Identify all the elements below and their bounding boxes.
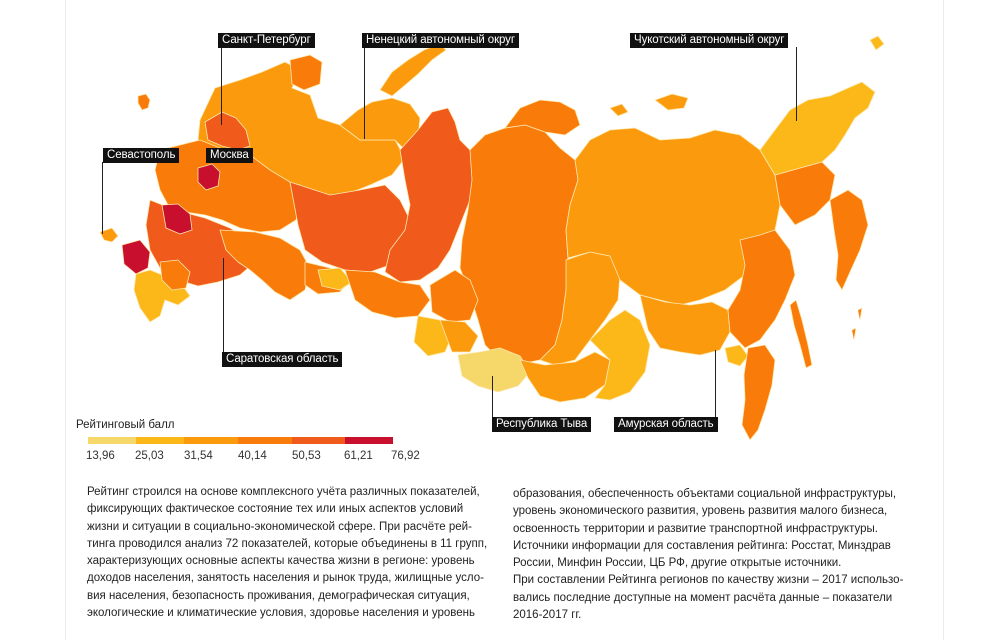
region-zabaikal: [589, 309, 651, 401]
callout-sevastopol: Севастополь: [103, 148, 180, 163]
legend-color-bar: [88, 437, 393, 444]
description-column-left: Рейтинг строился на основе комплексного …: [87, 484, 507, 622]
callout-amur: Амурская область: [614, 417, 718, 432]
text-line: характеризующих основные аспекты качеств…: [87, 555, 475, 568]
leader-line-saratov: [223, 258, 224, 353]
region-crimea: [99, 227, 119, 243]
legend-tick: 13,96: [86, 450, 115, 462]
region-arctic-island-2: [609, 103, 629, 117]
region-jewish-ao: [724, 344, 749, 367]
text-line: При составлении Рейтинга регионов по кач…: [513, 574, 904, 587]
text-line: России, Минфин России, ЦБ РФ, другие отк…: [513, 557, 842, 570]
region-wrangel: [869, 35, 885, 51]
legend-swatch-4: [238, 437, 292, 444]
leader-line-sevastopol: [102, 162, 103, 234]
text-line: тинга проводился анализ 72 показателей, …: [87, 537, 488, 550]
russia-choropleth-map: [99, 35, 885, 440]
text-line: фиксирующих фактическое состояние тех ил…: [87, 503, 464, 516]
text-line: жизни и ситуации в социально-экономическ…: [87, 520, 472, 533]
legend-swatch-3: [184, 437, 238, 444]
region-moscow: [197, 163, 221, 191]
region-volga: [219, 229, 311, 301]
legend-swatch-6: [345, 437, 393, 444]
region-nenets: [339, 97, 421, 151]
region-taimyr: [504, 99, 581, 136]
legend-tick: 40,14: [238, 450, 267, 462]
text-line: доходов населения, занятость населения и…: [87, 572, 484, 585]
text-line: экологические и климатические условия, з…: [87, 607, 475, 620]
region-sakhalin: [789, 299, 813, 369]
region-novaya-zemlya: [379, 43, 447, 97]
region-tomsk: [429, 269, 479, 323]
legend-tick: 31,54: [184, 450, 213, 462]
region-altai: [439, 319, 479, 353]
callout-nenets: Ненецкий автономный округ: [362, 33, 519, 48]
legend-swatch-2: [136, 437, 184, 444]
region-stavropol: [159, 259, 191, 291]
callout-moscow: Москва: [206, 148, 253, 163]
callout-tyva: Республика Тыва: [492, 417, 592, 432]
region-kamchatka: [829, 189, 869, 291]
region-kuril: [851, 307, 863, 341]
text-line: образования, обеспеченность объектами со…: [513, 488, 897, 500]
region-amur: [639, 294, 731, 356]
legend-tick: 61,21: [344, 450, 373, 462]
text-line: вия населения, безопасность проживания, …: [87, 589, 470, 602]
region-yellow-urals: [317, 267, 353, 291]
text-line: Источники информации для составления рей…: [513, 539, 891, 552]
region-krasnodar: [121, 239, 151, 275]
text-line: вались последние доступные на момент рас…: [513, 591, 893, 604]
legend-swatch-1: [88, 437, 136, 444]
region-red-west: [161, 203, 193, 235]
region-yamal: [384, 107, 476, 283]
legend-tick: 50,53: [292, 450, 321, 462]
region-tyva: [457, 347, 531, 393]
region-spb: [204, 111, 251, 151]
leader-line-nenets: [364, 47, 365, 139]
callout-spb: Санкт-Петербург: [218, 33, 315, 48]
legend-tick: 76,92: [391, 450, 420, 462]
region-khabarovsk: [727, 229, 796, 349]
leader-line-amur: [715, 350, 716, 419]
callout-saratov: Саратовская область: [222, 352, 343, 367]
region-primorye: [741, 344, 776, 440]
region-arctic-island-1: [654, 93, 689, 111]
region-chukotka: [759, 81, 876, 176]
region-kaliningrad: [137, 93, 151, 111]
legend-title: Рейтинговый балл: [76, 419, 175, 431]
leader-line-chukotka: [796, 47, 797, 121]
text-line: освоенность территории и развитие трансп…: [513, 522, 878, 535]
text-line: уровень экономического развития, уровень…: [513, 505, 888, 518]
text-line: 2016-2017 гг.: [513, 609, 582, 622]
description-column-right: образования, обеспеченность объектами со…: [513, 486, 933, 624]
leader-line-tyva: [492, 376, 493, 419]
callout-chukotka: Чукотский автономный округ: [630, 33, 789, 48]
text-line: Рейтинг строился на основе комплексного …: [87, 486, 480, 498]
legend-tick: 25,03: [135, 450, 164, 462]
leader-line-spb: [221, 47, 222, 125]
legend-swatch-5: [292, 437, 345, 444]
region-murmansk: [289, 54, 323, 91]
region-kurgan-omsk: [344, 269, 431, 319]
